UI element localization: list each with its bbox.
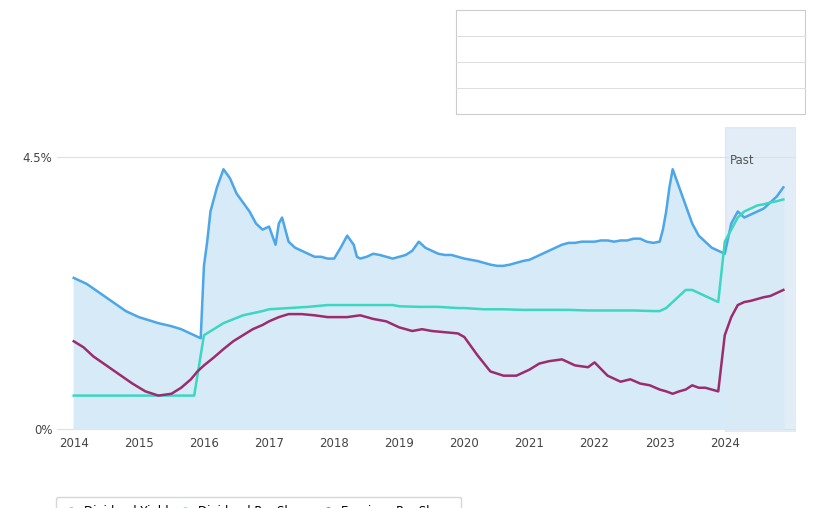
Legend: Dividend Yield, Dividend Per Share, Earnings Per Share: Dividend Yield, Dividend Per Share, Earn… [56, 497, 461, 508]
Text: Past: Past [730, 154, 754, 167]
Text: 4.1%: 4.1% [620, 44, 651, 54]
Bar [725, 127, 796, 432]
Text: Dec 29 2024: Dec 29 2024 [466, 14, 548, 27]
Text: Dividend Per Share: Dividend Per Share [466, 70, 572, 80]
Text: JP¥92.000: JP¥92.000 [620, 70, 682, 80]
Text: /yr: /yr [649, 44, 667, 54]
Text: No data: No data [620, 97, 663, 106]
Text: Earnings Per Share: Earnings Per Share [466, 97, 571, 106]
Text: /yr: /yr [690, 70, 709, 80]
Text: Dividend Yield: Dividend Yield [466, 44, 545, 54]
